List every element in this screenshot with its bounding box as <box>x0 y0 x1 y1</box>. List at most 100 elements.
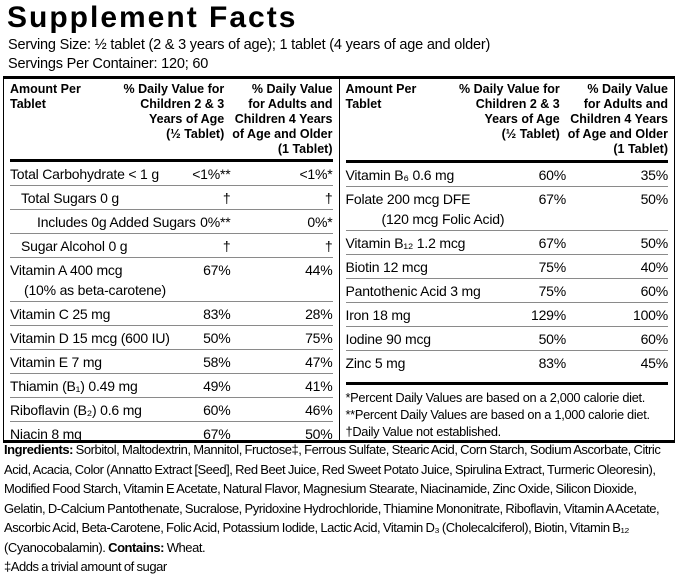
table-row: Includes 0g Added Sugars 0%** 0%* <box>10 209 333 233</box>
header-amount-per-tablet: Amount Per Tablet <box>345 82 417 111</box>
nutrient-name: Vitamin B₁₂ 1.2 mcg <box>345 235 466 251</box>
daily-value-adults: 45% <box>640 355 669 371</box>
nutrient-name: Zinc 5 mg <box>345 355 406 371</box>
footnote-line: †Daily Value not established. <box>345 424 502 439</box>
daily-value-adults: † <box>324 238 333 254</box>
nutrient-name: Vitamin A 400 mcg (10% as beta-carotene) <box>10 262 166 298</box>
daily-value-children: 67% <box>538 235 567 251</box>
header-dv-children: % Daily Value for Children 2 & 3 Years o… <box>123 82 225 141</box>
nutrient-name: Total Sugars 0 g <box>21 190 119 206</box>
table-row: Folate 200 mcg DFE (120 mcg Folic Acid) 67… <box>345 186 669 230</box>
nutrient-name: Vitamin D 15 mcg (600 IU) <box>10 330 170 346</box>
daily-value-footnotes: *Percent Daily Values are based on a 2,0… <box>345 382 668 440</box>
nutrient-name: Vitamin B₆ 0.6 mg <box>345 167 455 183</box>
daily-value-adults: 50% <box>640 191 669 207</box>
daily-value-adults: 50% <box>305 426 333 442</box>
nutrient-rows-right: Vitamin B₆ 0.6 mg 60% 35% Folate 200 mcg DF… <box>345 163 669 374</box>
daily-value-children: 83% <box>538 355 567 371</box>
table-row: Vitamin E 7 mg 58% 47% <box>10 349 333 373</box>
header-dv-adults: % Daily Value for Adults and Children 4 … <box>232 82 333 156</box>
label-title: Supplement Facts <box>7 1 298 34</box>
table-row: Pantothenic Acid 3 mg 75% 60% <box>345 278 669 302</box>
daily-value-children: 67% <box>203 426 231 442</box>
nutrient-name: Includes 0g Added Sugars <box>37 214 196 230</box>
daily-value-children: 58% <box>203 354 231 370</box>
nutrient-name: Pantothenic Acid 3 mg <box>345 283 481 299</box>
daily-value-children: 83% <box>203 306 231 322</box>
daily-value-children: 60% <box>538 167 567 183</box>
daily-value-adults: 60% <box>640 283 669 299</box>
table-row: Vitamin A 400 mcg (10% as beta-carotene) 6… <box>10 257 333 301</box>
serving-size: Serving Size: ½ tablet (2 & 3 years of a… <box>8 37 491 53</box>
daily-value-children: † <box>222 238 231 254</box>
daily-value-children: 75% <box>538 283 567 299</box>
nutrient-name: Biotin 12 mcg <box>345 259 428 275</box>
contains-text: Wheat. <box>164 539 206 555</box>
header-dv-adults: % Daily Value for Adults and Children 4 … <box>567 82 668 156</box>
nutrient-name: Vitamin E 7 mg <box>10 354 102 370</box>
column-header-right: Amount Per Tablet % Daily Value for Chil… <box>345 79 668 163</box>
table-row: Biotin 12 mcg 75% 40% <box>345 254 669 278</box>
sugar-footnote: ‡Adds a trivial amount of sugar <box>4 559 167 574</box>
table-row: Iodine 90 mcg 50% 60% <box>345 326 669 350</box>
nutrient-name: Niacin 8 mg <box>10 426 82 442</box>
table-row: Zinc 5 mg 83% 45% <box>345 350 669 374</box>
table-row: Total Sugars 0 g † † <box>10 185 333 209</box>
contains-label: Contains: <box>108 539 165 555</box>
footnote-line: **Percent Daily Values are based on a 1,… <box>345 407 651 422</box>
daily-value-adults: 47% <box>305 354 333 370</box>
nutrient-name: Iodine 90 mcg <box>345 331 432 347</box>
ingredients-label: Ingredients: <box>4 442 73 457</box>
daily-value-adults: 0%* <box>307 214 333 230</box>
nutrient-name: Total Carbohydrate < 1 g <box>10 166 159 182</box>
table-row: Vitamin B₁₂ 1.2 mcg 67% 50% <box>345 230 669 254</box>
daily-value-children: 0%** <box>200 214 231 230</box>
table-row: Vitamin B₆ 0.6 mg 60% 35% <box>346 163 669 186</box>
nutrient-name: Folate 200 mcg DFE (120 mcg Folic Acid) <box>345 191 505 227</box>
daily-value-children: 50% <box>538 331 567 347</box>
facts-column-right: Amount Per Tablet % Daily Value for Chil… <box>340 79 675 440</box>
daily-value-adults: 50% <box>640 235 669 251</box>
nutrient-name: Sugar Alcohol 0 g <box>21 238 128 254</box>
daily-value-adults: 46% <box>305 402 333 418</box>
daily-value-adults: <1%* <box>299 166 333 182</box>
daily-value-children: <1%** <box>192 166 231 182</box>
nutrient-name: Vitamin C 25 mg <box>10 306 111 322</box>
daily-value-children: 129% <box>530 307 566 323</box>
ingredients-section: Ingredients: Sorbitol, Maltodextrin, Man… <box>4 440 676 577</box>
daily-value-adults: 40% <box>640 259 669 275</box>
daily-value-adults: † <box>324 190 333 206</box>
table-row: Vitamin C 25 mg 83% 28% <box>10 301 333 325</box>
daily-value-adults: 44% <box>305 262 333 278</box>
daily-value-adults: 75% <box>305 330 333 346</box>
daily-value-children: † <box>222 190 231 206</box>
daily-value-adults: 35% <box>640 167 669 183</box>
facts-column-left: Amount Per Tablet % Daily Value for Chil… <box>4 79 340 440</box>
column-header-left: Amount Per Tablet % Daily Value for Chil… <box>10 79 333 162</box>
daily-value-children: 75% <box>538 259 567 275</box>
daily-value-adults: 100% <box>632 307 668 323</box>
nutrient-name: Thiamin (B₁) 0.49 mg <box>10 378 138 394</box>
header-amount-per-tablet: Amount Per Tablet <box>10 82 81 111</box>
daily-value-children: 60% <box>203 402 231 418</box>
nutrient-name: Iron 18 mg <box>345 307 411 323</box>
ingredients-list: Sorbitol, Maltodextrin, Mannitol, Fructo… <box>4 442 661 555</box>
table-row: Thiamin (B₁) 0.49 mg 49% 41% <box>10 373 333 397</box>
daily-value-adults: 28% <box>305 306 333 322</box>
daily-value-children: 50% <box>203 330 231 346</box>
nutrient-name: Riboflavin (B₂) 0.6 mg <box>10 402 142 418</box>
header-dv-children: % Daily Value for Children 2 & 3 Years o… <box>459 82 560 141</box>
daily-value-children: 49% <box>203 378 231 394</box>
table-row: Sugar Alcohol 0 g † † <box>10 233 333 257</box>
daily-value-children: 67% <box>538 191 567 207</box>
daily-value-adults: 60% <box>640 331 669 347</box>
daily-value-adults: 41% <box>305 378 333 394</box>
servings-per-container: Servings Per Container: 120; 60 <box>8 56 209 72</box>
footnote-line: *Percent Daily Values are based on a 2,0… <box>345 390 646 405</box>
facts-table: Amount Per Tablet % Daily Value for Chil… <box>3 76 675 443</box>
table-row: Iron 18 mg 129% 100% <box>345 302 668 326</box>
daily-value-children: 67% <box>203 262 231 278</box>
table-row: Riboflavin (B₂) 0.6 mg 60% 46% <box>10 397 333 421</box>
table-row: Niacin 8 mg 67% 50% <box>10 421 333 442</box>
